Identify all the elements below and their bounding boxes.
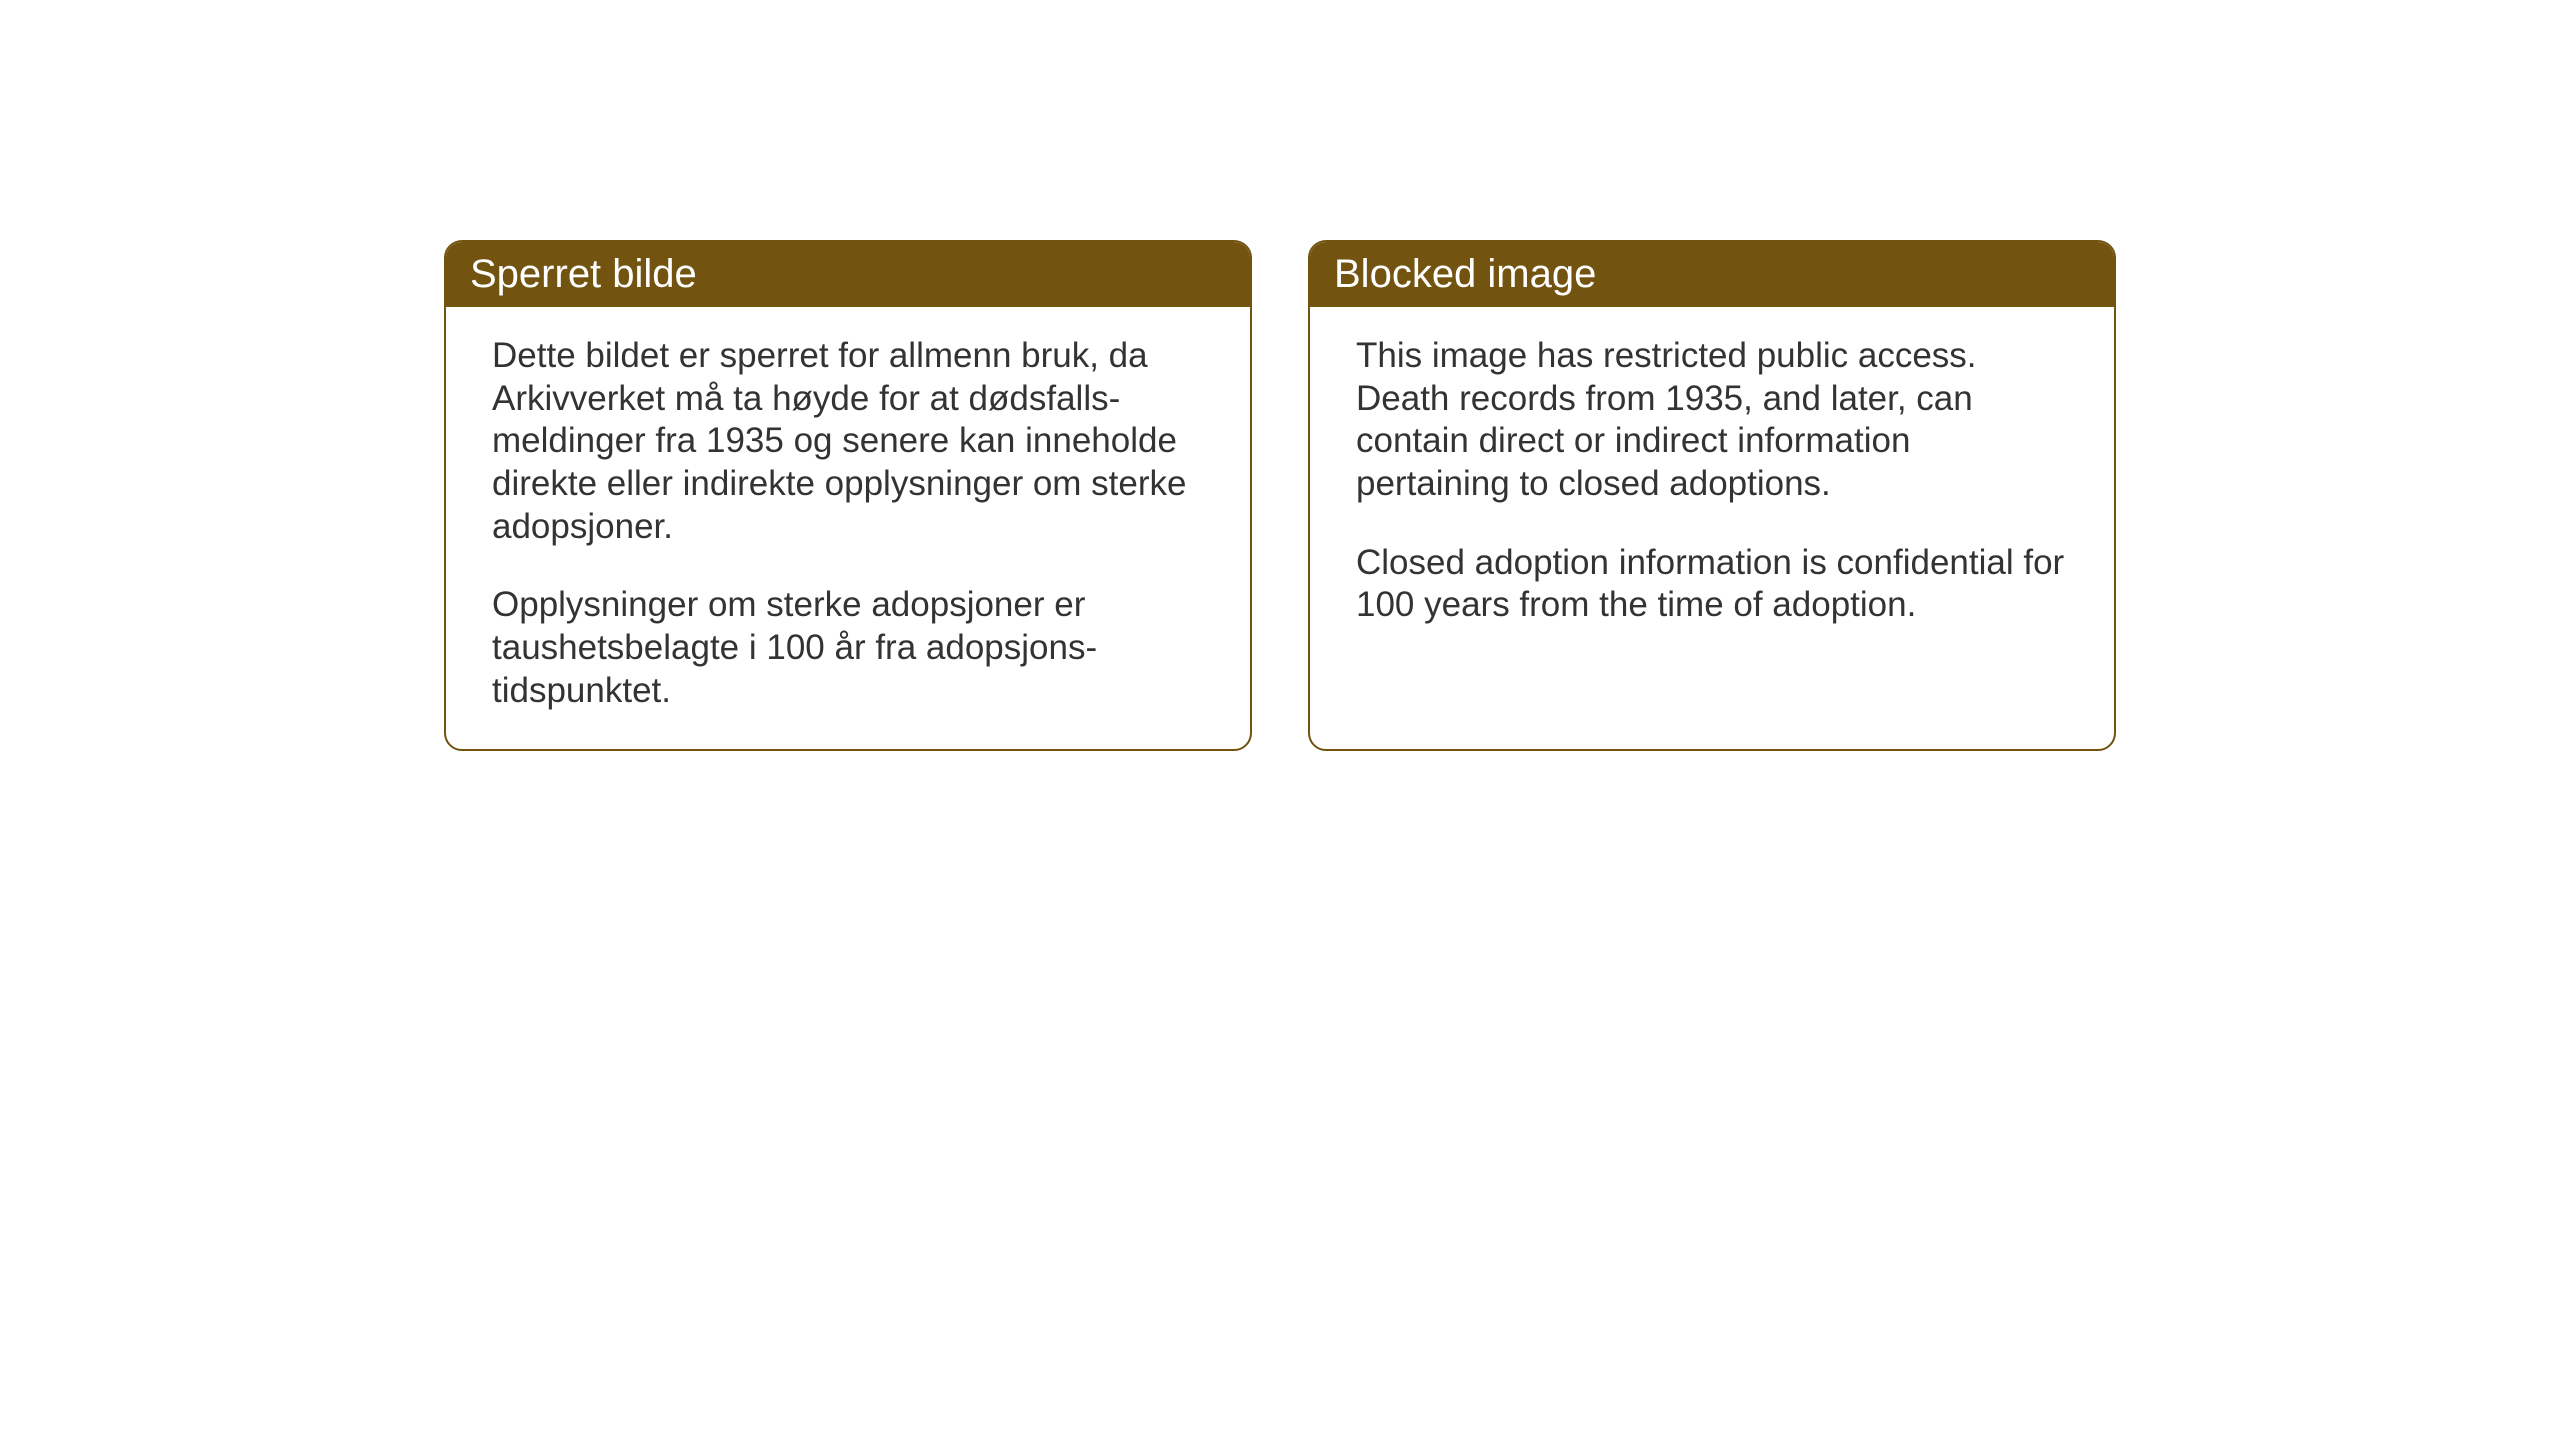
notice-header-english: Blocked image <box>1310 242 2114 307</box>
notice-paragraph: Opplysninger om sterke adopsjoner er tau… <box>492 584 1204 712</box>
notice-paragraph: Closed adoption information is confident… <box>1356 542 2068 627</box>
header-text: Blocked image <box>1334 252 1596 296</box>
header-text: Sperret bilde <box>470 252 697 296</box>
notice-paragraph: Dette bildet er sperret for allmenn bruk… <box>492 335 1204 548</box>
notice-box-english: Blocked image This image has restricted … <box>1308 240 2116 751</box>
notice-container: Sperret bilde Dette bildet er sperret fo… <box>444 240 2116 751</box>
notice-paragraph: This image has restricted public access.… <box>1356 335 2068 506</box>
notice-body-english: This image has restricted public access.… <box>1310 307 2114 663</box>
notice-body-norwegian: Dette bildet er sperret for allmenn bruk… <box>446 307 1250 749</box>
notice-header-norwegian: Sperret bilde <box>446 242 1250 307</box>
notice-box-norwegian: Sperret bilde Dette bildet er sperret fo… <box>444 240 1252 751</box>
